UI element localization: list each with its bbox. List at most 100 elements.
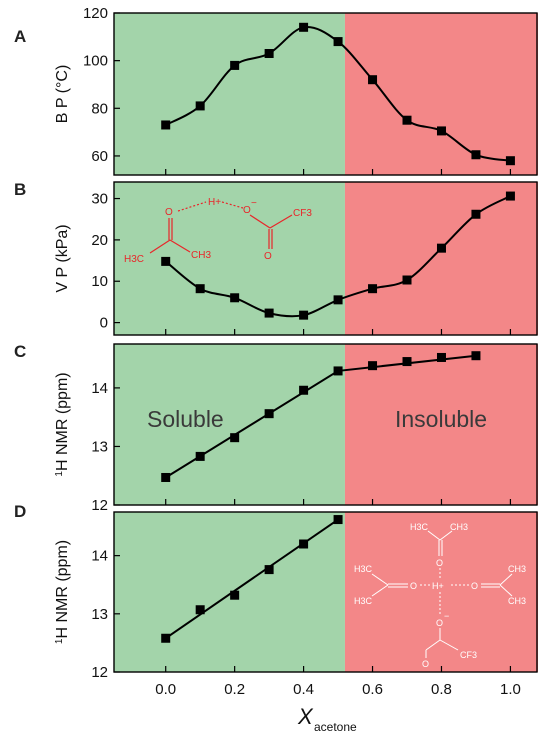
data-point [402, 275, 412, 285]
data-point [299, 385, 309, 395]
soluble-region [114, 13, 345, 175]
h3c-label: H3C [410, 522, 429, 532]
data-point [161, 633, 171, 643]
data-point [161, 120, 171, 130]
fit-line [165, 518, 339, 640]
panel-label: A [14, 27, 26, 46]
data-point [436, 352, 446, 362]
data-point [505, 156, 515, 166]
y-axis-title: 1H NMR (ppm) [54, 372, 72, 476]
data-point [264, 565, 274, 575]
data-point [368, 284, 378, 294]
insoluble-region [344, 344, 538, 505]
hplus-label: H+ [432, 581, 444, 591]
cf3-label: CF3 [460, 650, 477, 660]
y-tick-label: 14 [91, 380, 108, 397]
data-point [333, 295, 343, 305]
panel-label: C [14, 342, 26, 361]
data-point [230, 60, 240, 70]
oxygen-label: O [243, 205, 251, 216]
x-tick-label: 0.8 [431, 681, 452, 698]
x-axis-title: X [297, 704, 314, 729]
data-point [505, 191, 515, 201]
soluble-region [114, 344, 345, 505]
data-point [230, 590, 240, 600]
y-tick-label: 12 [91, 497, 108, 514]
data-point [402, 357, 412, 367]
oxygen-label: O [165, 207, 173, 218]
h3c-label: H3C [124, 254, 144, 265]
insoluble-label: Insoluble [395, 406, 487, 432]
data-point [333, 515, 343, 525]
y-tick-label: 20 [91, 232, 108, 249]
region-backgrounds [114, 13, 538, 672]
y-tick-label: 120 [83, 5, 108, 22]
data-point [264, 308, 274, 318]
soluble-region [114, 182, 345, 335]
data-point [299, 539, 309, 549]
cf3-label: CF3 [293, 208, 312, 219]
y-tick-label: 80 [91, 100, 108, 117]
plot-frame [113, 343, 538, 506]
y-tick-label: 13 [91, 606, 108, 623]
acetone-tfa-molecule: O H+ O − CF3 H3C CH3 O [124, 197, 312, 265]
insoluble-region [344, 13, 538, 175]
oxygen-label: O [436, 618, 443, 628]
y-tick-label: 12 [91, 664, 108, 681]
plot-frame [113, 181, 538, 336]
acetone-cluster-molecule: H3C CH3 O H3C H3C O H+ O CH3 CH3 O − O C… [354, 522, 526, 669]
data-point [471, 150, 481, 160]
ch3-label: CH3 [450, 522, 468, 532]
data-point [264, 409, 274, 419]
minus-sign: − [251, 198, 257, 209]
ch3-label: CH3 [191, 250, 211, 261]
data-point [161, 256, 171, 266]
oxygen-label: O [436, 558, 443, 568]
insoluble-region [344, 512, 538, 672]
data-point [436, 243, 446, 253]
data-point [368, 361, 378, 371]
x-axis-title-subscript: acetone [314, 720, 357, 734]
data-point [230, 293, 240, 303]
ch3-label: CH3 [508, 564, 526, 574]
data-point [195, 451, 205, 461]
y-axis-title-superscript: 1 [54, 638, 65, 644]
y-tick-label: 10 [91, 273, 108, 290]
data-point [471, 209, 481, 219]
plot-content [161, 22, 515, 643]
ch3-label: CH3 [508, 596, 526, 606]
data-point [299, 22, 309, 32]
y-tick-label: 0 [100, 315, 108, 332]
y-tick-label: 100 [83, 53, 108, 70]
data-point [230, 433, 240, 443]
data-point [368, 75, 378, 85]
plot-frame [113, 12, 538, 176]
x-tick-label: 0.2 [224, 681, 245, 698]
panel-label: B [14, 180, 26, 199]
data-point [195, 605, 205, 615]
axes: 60 80 100 120 B P (°C) 0 10 20 30 V P (kPa) 12 13 14… [54, 5, 538, 698]
y-tick-label: 60 [91, 148, 108, 165]
y-axis-title-text: H NMR (ppm) [54, 372, 71, 471]
h3c-label: H3C [354, 596, 373, 606]
x-tick-label: 0.6 [362, 681, 383, 698]
soluble-region [114, 512, 345, 672]
plot-frame [113, 511, 538, 673]
data-point [402, 115, 412, 125]
data-point [264, 49, 274, 58]
h3c-label: H3C [354, 564, 373, 574]
y-axis-title-superscript: 1 [54, 471, 65, 477]
y-tick-label: 30 [91, 191, 108, 208]
data-point [333, 37, 343, 47]
y-tick-label: 13 [91, 438, 108, 455]
hplus-label: H+ [208, 197, 221, 208]
y-axis-title: B P (°C) [54, 65, 71, 124]
y-axis-title: V P (kPa) [54, 224, 71, 292]
oxygen-label: O [410, 581, 417, 591]
y-axis-title: 1H NMR (ppm) [54, 540, 72, 644]
oxygen-label: O [264, 251, 272, 262]
soluble-label: Soluble [147, 406, 224, 432]
insoluble-region [344, 182, 538, 335]
data-point [333, 366, 343, 376]
